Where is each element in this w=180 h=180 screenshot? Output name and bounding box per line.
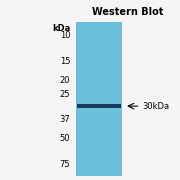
Text: 15: 15: [60, 57, 70, 66]
Bar: [76, 22, 122, 176]
Text: 37: 37: [59, 115, 70, 124]
Text: 75: 75: [60, 160, 70, 169]
Text: Western Blot: Western Blot: [92, 7, 163, 17]
Text: 20: 20: [60, 76, 70, 85]
Text: 25: 25: [60, 90, 70, 99]
Text: kDa: kDa: [52, 24, 70, 33]
Text: 30kDa: 30kDa: [142, 102, 169, 111]
Bar: [77, 104, 121, 108]
Text: 50: 50: [60, 134, 70, 143]
Text: 10: 10: [60, 31, 70, 40]
